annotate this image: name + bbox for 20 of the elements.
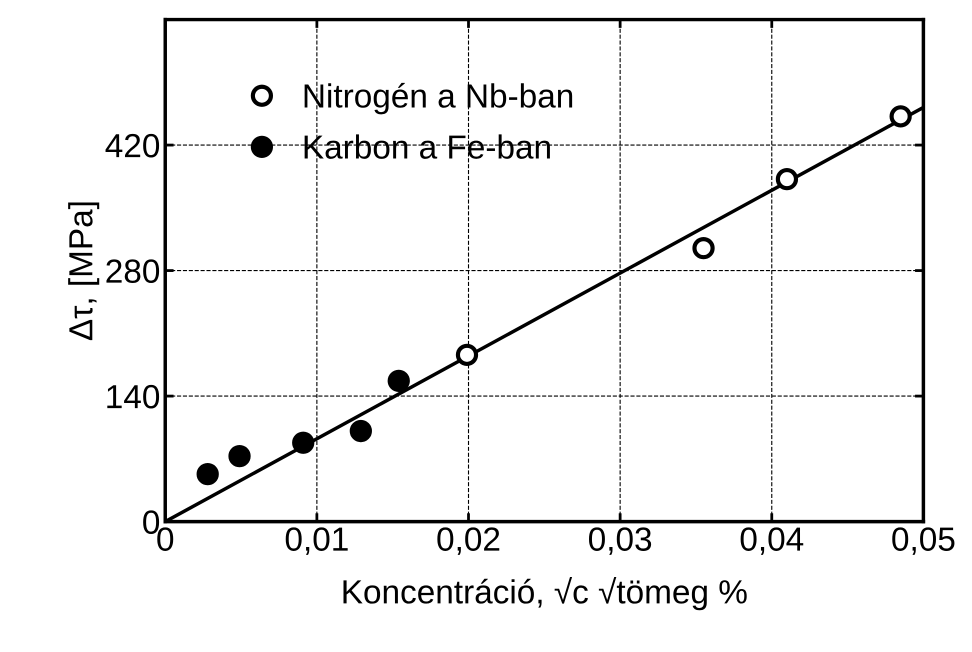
point	[388, 370, 410, 392]
point	[196, 462, 219, 486]
x-axis-title: Koncentráció, √c √tömeg %	[343, 576, 747, 610]
point	[776, 168, 798, 190]
y-axis-title: Δτ, [MPa]	[68, 202, 100, 340]
x-tick-label: 0,01	[286, 527, 348, 555]
point	[350, 420, 372, 442]
x-tick-label: 0,02	[437, 527, 500, 555]
point	[692, 237, 715, 260]
point	[890, 105, 912, 128]
y-tick-label: 140	[107, 384, 160, 408]
x-tick-label: 0,05	[892, 527, 954, 555]
x-tick-label: 0,04	[740, 527, 804, 555]
legend-label: Nitrogén a Nb-ban	[304, 82, 572, 114]
y-tick-label: 420	[106, 134, 160, 158]
point	[228, 445, 251, 468]
y-tick-label: 280	[106, 259, 160, 283]
x-tick-label: 0,03	[589, 527, 652, 555]
point	[456, 344, 478, 366]
point	[292, 432, 314, 454]
